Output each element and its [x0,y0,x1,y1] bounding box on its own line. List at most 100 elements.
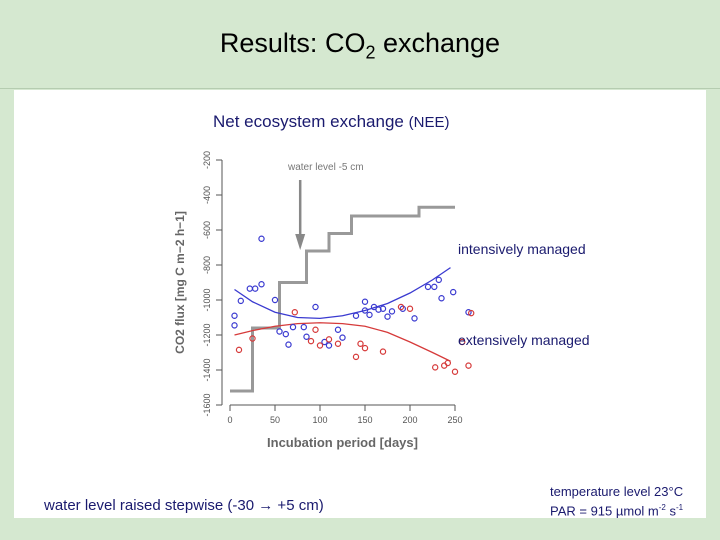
data-point [388,308,396,315]
y-tick-label: -600 [202,221,212,239]
data-point [352,353,360,361]
data-point [258,235,265,242]
fit-line [234,322,451,362]
data-point [285,341,292,348]
data-point [431,283,438,291]
note-left-b: +5 cm) [273,497,324,514]
x-tick-label: 50 [270,415,280,425]
y-tick-label: -1200 [202,323,212,346]
water-level-step-line [230,205,455,393]
y-tick-label: -200 [202,151,212,169]
par-text-2: s [665,503,677,519]
data-point [246,285,254,292]
subtitle-main: Net ecosystem exchange [213,112,404,131]
water-level-note: water level raised stepwise (-30 → +5 cm… [44,497,324,514]
x-tick-label: 250 [447,415,462,425]
temperature-line: temperature level 23°C [550,484,684,499]
data-point [312,326,319,333]
chart-axes: 0 50 100 150 200 250 -200 -400 -600 -800 -1000 -120… [173,151,463,450]
data-point [231,312,238,319]
y-axis-label: CO2 flux [mg C m−2 h−1] [173,211,187,354]
data-point [289,323,297,331]
data-point [406,305,414,312]
x-axis-label: Incubation period [days] [267,435,418,450]
data-point [276,328,283,335]
down-arrow-icon [295,234,306,250]
data-point [366,311,373,319]
bottom-band [0,518,720,540]
title-subscript: 2 [365,42,376,63]
data-point [339,334,346,341]
fit-lines [234,267,451,362]
x-tick-label: 100 [312,415,327,425]
par-sup-2: -1 [676,503,684,512]
data-point [444,359,451,367]
par-sup-1: -2 [658,503,666,512]
data-point [424,283,432,291]
data-point [379,305,387,312]
data-point [361,344,369,352]
data-point [249,335,256,342]
subtitle-abbr: (NEE) [408,114,450,131]
data-point [321,338,328,346]
data-point [307,337,315,345]
fit-line [234,267,451,320]
data-point [291,309,298,316]
data-point [450,288,457,296]
data-point [300,323,307,331]
title-rest: exchange [375,28,501,58]
data-point [316,342,324,349]
data-point [303,333,310,340]
water-level-label: water level -5 cm [287,162,364,173]
data-point [411,315,418,322]
data-point [235,346,243,354]
title-band: Results: CO2 exchange [0,0,720,89]
par-text: PAR = 915 µmol m [550,503,659,519]
data-point [361,307,369,314]
data-point [465,362,472,369]
data-point [361,298,369,305]
conditions-note: temperature level 23°C PAR = 915 µmol m-… [550,484,683,519]
data-point [399,305,406,312]
title-main: Results: CO [219,28,366,58]
data-point [438,295,445,302]
chart-subtitle: Net ecosystem exchange (NEE) [213,112,449,132]
x-tick-label: 0 [227,415,232,425]
y-tick-label: -1400 [202,358,212,381]
data-point [432,364,439,371]
y-tick-label: -400 [202,186,212,204]
data-point [370,303,378,311]
data-points [231,235,475,375]
right-arrow-icon: → [258,497,274,514]
data-point [384,313,391,320]
y-tick-label: -800 [202,256,212,274]
extensive-label: extensively managed [458,332,590,348]
x-tick-label: 150 [357,415,372,425]
data-point [459,338,466,346]
data-point [237,297,245,305]
nee-chart: 0 50 100 150 200 250 -200 -400 -600 -800 -1000 -120… [173,151,590,450]
note-left-a: water level raised stepwise (-30 [44,497,259,514]
data-point [325,342,333,349]
water-level-line [230,205,455,393]
x-tick-label: 200 [402,415,417,425]
data-point [251,285,259,292]
data-point [312,303,319,311]
data-point [465,309,472,316]
y-tick-label: -1600 [202,393,212,416]
y-tick-label: -1000 [202,288,212,311]
data-point [258,281,265,288]
chart-labels: water level -5 cm intensively managed exte… [287,162,590,348]
slide-title: Results: CO2 exchange [0,28,720,63]
data-point [334,326,342,333]
data-point [468,309,475,317]
data-point [334,340,342,347]
data-point [231,322,238,329]
data-point [357,340,364,347]
data-point [282,330,290,338]
data-point [435,276,442,284]
data-point [352,312,360,319]
data-point [325,336,333,343]
par-line: PAR = 915 µmol m-2 s-1 [550,500,683,519]
data-point [397,303,405,311]
